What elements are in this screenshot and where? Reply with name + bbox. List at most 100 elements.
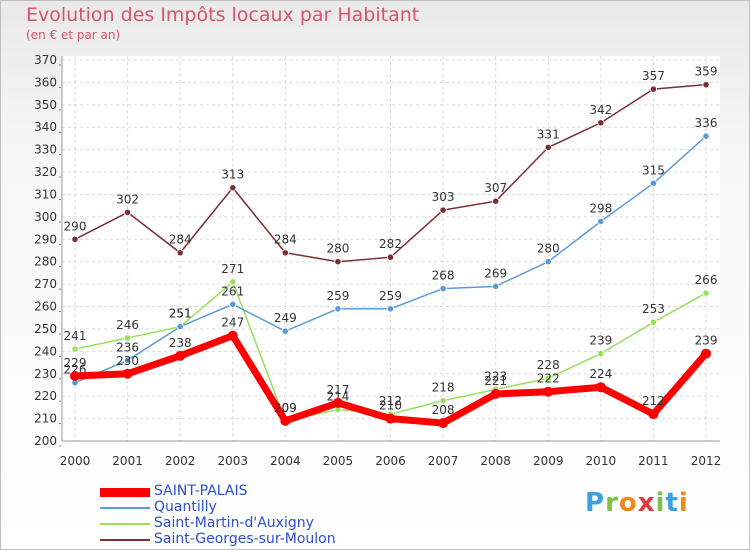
series-point-saint-georges-sur-moulon-2011 — [649, 85, 658, 93]
x-tick-label-2004: 2004 — [270, 454, 301, 468]
series-point-saint-georges-sur-moulon-2005 — [334, 258, 342, 266]
data-label-saint-georges-sur-moulon-2008: 307 — [484, 181, 507, 195]
data-label-saint-palais-2006: 210 — [379, 399, 402, 413]
data-label-quantilly-2001: 236 — [116, 340, 139, 354]
data-label-saint-martin-d-auxigny-2012: 266 — [695, 273, 718, 287]
legend-swatch-quantilly — [100, 507, 150, 509]
data-label-saint-palais-2010: 224 — [589, 367, 612, 381]
data-label-saint-palais-2000: 229 — [64, 356, 87, 370]
series-point-saint-georges-sur-moulon-2002 — [176, 249, 184, 257]
y-tick-label-280: 280 — [34, 255, 57, 269]
data-label-saint-georges-sur-moulon-2002: 284 — [169, 233, 192, 247]
data-label-saint-palais-2001: 230 — [116, 354, 139, 368]
x-tick-label-2012: 2012 — [691, 454, 722, 468]
x-tick-label-2011: 2011 — [638, 454, 669, 468]
legend-swatch-saint-martin-d-auxigny — [100, 523, 150, 525]
series-point-saint-georges-sur-moulon-2010 — [597, 119, 605, 127]
legend-label-quantilly: Quantilly — [154, 499, 217, 515]
data-label-quantilly-2008: 269 — [484, 266, 507, 280]
data-label-saint-martin-d-auxigny-2009: 228 — [537, 358, 560, 372]
logo-letter: i — [655, 488, 666, 518]
data-label-saint-palais-2011: 212 — [642, 394, 665, 408]
series-point-quantilly-2003 — [229, 300, 237, 308]
data-label-saint-martin-d-auxigny-2001: 246 — [116, 318, 139, 332]
legend-item-quantilly: Quantilly — [100, 499, 400, 516]
data-label-saint-georges-sur-moulon-2009: 331 — [537, 127, 560, 141]
legend-label-saint-palais: SAINT-PALAIS — [154, 483, 248, 499]
logo-letter: x — [637, 488, 656, 518]
data-label-quantilly-2002: 251 — [169, 307, 192, 321]
series-point-saint-georges-sur-moulon-2012 — [702, 81, 710, 89]
series-point-saint-palais-2000 — [70, 371, 80, 382]
series-point-saint-martin-d-auxigny-2000 — [71, 345, 79, 353]
series-point-saint-palais-2004 — [280, 415, 291, 426]
series-point-saint-palais-2007 — [438, 418, 449, 429]
y-tick-label-230: 230 — [34, 367, 57, 381]
data-label-saint-georges-sur-moulon-2005: 280 — [326, 242, 349, 256]
data-label-saint-martin-d-auxigny-2008: 223 — [484, 369, 507, 383]
series-point-quantilly-2007 — [439, 284, 447, 293]
chart-legend: SAINT-PALAIS Quantilly Saint-Martin-d'Au… — [100, 483, 400, 548]
y-tick-label-210: 210 — [34, 412, 57, 426]
data-label-saint-martin-d-auxigny-2000: 241 — [64, 329, 87, 343]
series-point-quantilly-2006 — [386, 305, 395, 313]
data-label-saint-martin-d-auxigny-2003: 271 — [221, 262, 244, 276]
data-label-saint-martin-d-auxigny-2005: 214 — [326, 390, 349, 404]
y-tick-label-350: 350 — [34, 98, 57, 112]
series-point-quantilly-2010 — [597, 217, 605, 225]
series-point-saint-palais-2003 — [227, 330, 238, 341]
x-tick-label-2001: 2001 — [112, 454, 143, 468]
series-point-saint-palais-2006 — [385, 413, 396, 424]
series-point-saint-georges-sur-moulon-2007 — [439, 206, 447, 214]
data-label-quantilly-2003: 261 — [221, 284, 244, 298]
series-point-saint-palais-2010 — [595, 382, 606, 393]
series-point-saint-palais-2002 — [175, 350, 186, 361]
y-tick-label-310: 310 — [34, 187, 57, 201]
series-point-saint-georges-sur-moulon-2009 — [544, 143, 552, 152]
data-label-quantilly-2004: 249 — [274, 311, 297, 325]
y-tick-label-320: 320 — [34, 165, 57, 179]
y-tick-label-330: 330 — [34, 143, 57, 157]
logo-letter: t — [665, 488, 679, 518]
data-label-saint-georges-sur-moulon-2001: 302 — [116, 192, 139, 206]
data-label-saint-palais-2005: 217 — [326, 383, 349, 397]
data-label-saint-georges-sur-moulon-2000: 290 — [64, 219, 87, 233]
legend-label-saint-martin-d-auxigny: Saint-Martin-d'Auxigny — [154, 515, 314, 531]
y-tick-label-200: 200 — [34, 434, 57, 448]
legend-item-saint-georges-sur-moulon: Saint-Georges-sur-Moulon — [100, 531, 400, 548]
series-point-saint-martin-d-auxigny-2012 — [702, 289, 710, 297]
x-tick-label-2000: 2000 — [60, 454, 91, 468]
series-point-quantilly-2011 — [649, 179, 658, 187]
y-tick-label-300: 300 — [34, 210, 57, 224]
y-tick-label-260: 260 — [34, 300, 57, 314]
x-tick-label-2007: 2007 — [428, 454, 459, 468]
x-tick-label-2005: 2005 — [323, 454, 354, 468]
logo-letter: r — [605, 488, 619, 518]
y-tick-label-370: 370 — [34, 53, 57, 67]
logo-letter: i — [678, 488, 689, 518]
data-label-quantilly-2011: 315 — [642, 163, 665, 177]
data-label-saint-georges-sur-moulon-2011: 357 — [642, 69, 665, 83]
series-point-saint-palais-2009 — [543, 386, 554, 397]
series-point-saint-georges-sur-moulon-2006 — [386, 253, 395, 261]
data-label-quantilly-2007: 268 — [432, 269, 455, 283]
series-point-quantilly-2002 — [176, 323, 184, 331]
x-tick-label-2009: 2009 — [533, 454, 564, 468]
series-point-saint-georges-sur-moulon-2001 — [123, 208, 132, 216]
data-label-saint-palais-2004: 209 — [274, 401, 297, 415]
series-point-saint-palais-2012 — [701, 348, 711, 359]
x-tick-label-2010: 2010 — [586, 454, 617, 468]
series-point-saint-martin-d-auxigny-2007 — [439, 397, 447, 405]
chart-subtitle: (en € et par an) — [26, 28, 121, 42]
line-chart: 200 210 220 230 240 250 260 270 280 290 300 310 320 3… — [34, 53, 722, 468]
y-tick-label-270: 270 — [34, 277, 57, 291]
series-point-saint-georges-sur-moulon-2004 — [281, 249, 289, 257]
data-label-saint-georges-sur-moulon-2006: 282 — [379, 237, 402, 251]
series-point-saint-martin-d-auxigny-2009 — [544, 374, 552, 382]
data-label-saint-georges-sur-moulon-2012: 359 — [695, 65, 718, 79]
y-tick-label-360: 360 — [34, 75, 57, 89]
series-point-quantilly-2001 — [123, 356, 132, 364]
data-label-saint-palais-2009: 222 — [537, 372, 560, 386]
series-point-quantilly-2012 — [702, 132, 710, 140]
legend-swatch-saint-georges-sur-moulon — [100, 539, 150, 541]
